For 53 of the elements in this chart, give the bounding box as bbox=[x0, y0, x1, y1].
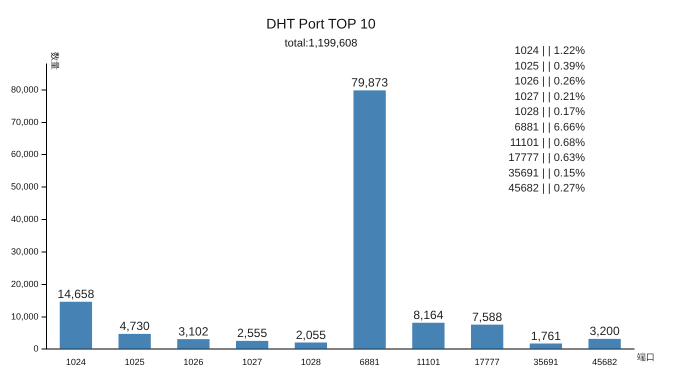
y-tick-label: 20,000 bbox=[10, 278, 39, 289]
bar bbox=[118, 334, 151, 349]
y-tick-label: 30,000 bbox=[10, 246, 39, 256]
y-tick-label: 60,000 bbox=[10, 149, 39, 160]
x-tick-label: 11101 bbox=[416, 357, 440, 368]
x-tick-label: 45682 bbox=[592, 357, 618, 368]
annotation: 1025 | | 0.39% bbox=[514, 60, 586, 72]
data-label: 3,200 bbox=[590, 324, 620, 338]
annotation: 17777 | | 0.63% bbox=[508, 152, 586, 164]
bar bbox=[470, 324, 504, 349]
bar bbox=[530, 343, 562, 349]
text: 1024 | | 1.22% bbox=[514, 45, 586, 58]
y-tick-label: 80,000 bbox=[10, 84, 39, 94]
data-label: 8,164 bbox=[413, 308, 444, 322]
x-tick-label: 17777 bbox=[474, 357, 500, 368]
x-tick-label: 1028 bbox=[300, 357, 321, 368]
y-tick-label: 40,000 bbox=[10, 214, 39, 224]
x-tick-label: 6881 bbox=[360, 357, 380, 368]
y-tick-label: 50,000 bbox=[10, 182, 39, 192]
x-tick-label: 1026 bbox=[183, 357, 204, 368]
data-label: 4,730 bbox=[120, 319, 150, 334]
bar bbox=[412, 322, 445, 349]
x-tick-label: 35691 bbox=[533, 357, 558, 368]
x-tick-label: 1025 bbox=[124, 357, 145, 368]
chart-subtitle: total:1,199,608 bbox=[284, 37, 358, 50]
y-tick-label: 70,000 bbox=[10, 116, 39, 127]
y-tick-label: 0 bbox=[34, 344, 39, 354]
y-axis-title: 数量 bbox=[50, 52, 60, 70]
bar bbox=[177, 339, 210, 349]
data-label: 3,102 bbox=[178, 324, 209, 338]
annotation: 1027 | | 0.21% bbox=[514, 90, 586, 103]
bar bbox=[60, 302, 92, 349]
x-axis-title: 端口 bbox=[637, 352, 655, 362]
annotation: 1026 | | 0.26% bbox=[514, 76, 586, 88]
data-label: 7,588 bbox=[472, 310, 502, 324]
data-label: 2,055 bbox=[296, 328, 326, 342]
annotation: 1028 | | 0.17% bbox=[514, 106, 586, 118]
x-tick-label: 1027 bbox=[242, 357, 262, 368]
chart-title: DHT Port TOP 10 bbox=[266, 15, 376, 32]
y-tick-label: 10,000 bbox=[10, 311, 39, 322]
bar bbox=[294, 342, 328, 349]
data-label: 79,873 bbox=[351, 76, 388, 90]
data-label: 1,761 bbox=[530, 328, 562, 343]
annotation: 6881 | | 6.66% bbox=[514, 122, 586, 134]
annotation: 45682 | | 0.27% bbox=[508, 182, 586, 195]
bar bbox=[353, 90, 386, 349]
annotation: 35691 | | 0.15% bbox=[508, 167, 586, 180]
bar bbox=[588, 338, 621, 349]
annotation: 11101 | | 0.68% bbox=[510, 136, 586, 149]
bar bbox=[236, 340, 268, 349]
data-label: 14,658 bbox=[58, 287, 95, 302]
data-label: 2,555 bbox=[237, 326, 268, 340]
x-tick-label: 1024 bbox=[66, 357, 86, 368]
